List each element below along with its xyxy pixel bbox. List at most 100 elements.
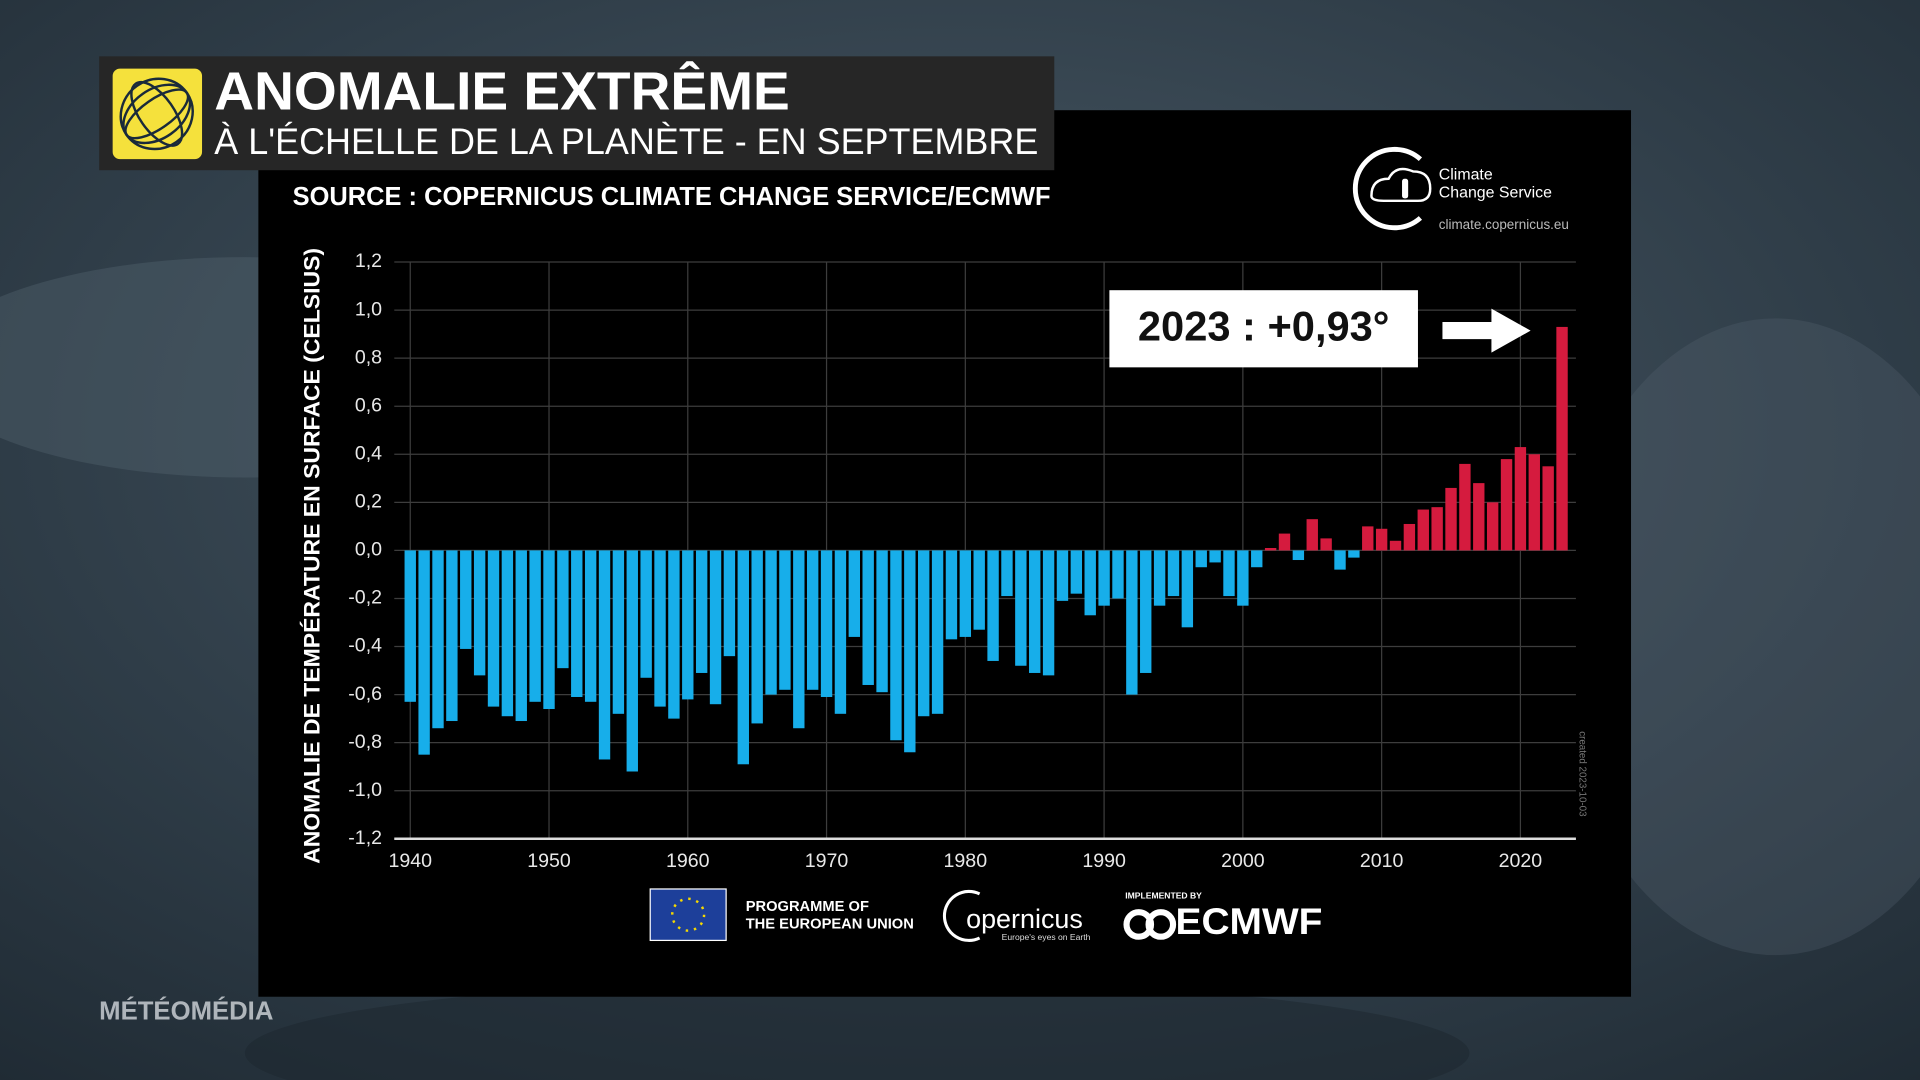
bar <box>848 550 861 637</box>
bar <box>709 550 722 705</box>
c3s-line1: Climate <box>1439 166 1493 183</box>
bar <box>418 550 430 755</box>
bar <box>1140 550 1152 673</box>
y-tick-label: 0,2 <box>355 491 382 513</box>
bar <box>876 550 888 693</box>
ecmwf-word: ECMWF <box>1176 901 1323 942</box>
bar <box>1223 550 1235 597</box>
bar <box>695 550 708 673</box>
bar <box>918 550 930 717</box>
bar <box>820 550 833 697</box>
bar <box>904 550 916 753</box>
ecmwf-mark <box>1145 909 1177 940</box>
x-tick-label: 1970 <box>805 850 849 872</box>
ecmwf-logo: IMPLEMENTED BY ECMWF <box>1123 891 1323 942</box>
bar <box>640 550 652 678</box>
bar <box>1195 550 1207 568</box>
bar <box>598 550 611 760</box>
bar <box>1112 550 1124 599</box>
c3s-ring <box>1352 147 1423 231</box>
x-tick-label: 2020 <box>1499 850 1543 872</box>
bar <box>1292 550 1305 561</box>
x-tick-label: 1950 <box>527 850 571 872</box>
y-tick-label: 0,6 <box>355 394 382 416</box>
y-tick-label: 1,0 <box>355 298 382 320</box>
copernicus-tagline: Europe's eyes on Earth <box>1002 932 1091 942</box>
eu-line2: THE EUROPEAN UNION <box>746 916 914 932</box>
bar <box>1362 526 1374 551</box>
bar <box>862 550 874 685</box>
x-tick-label: 1980 <box>944 850 988 872</box>
bar <box>1389 540 1402 551</box>
bar <box>1542 466 1554 551</box>
bar <box>529 550 541 702</box>
annotation: 2023 : +0,93° <box>1138 302 1390 349</box>
bar <box>1167 550 1180 597</box>
bar <box>737 550 749 765</box>
bar <box>1015 550 1027 666</box>
eu-stars <box>671 897 706 932</box>
y-tick-label: -0,2 <box>348 587 382 609</box>
c3s-cloud <box>1370 167 1432 203</box>
logo-globe <box>119 77 194 151</box>
bar <box>571 550 583 697</box>
title: ANOMALIE EXTRÊME <box>214 61 790 122</box>
bar <box>1056 550 1069 601</box>
y-tick-label: -0,4 <box>348 635 382 657</box>
bar <box>987 550 999 661</box>
bar <box>959 550 972 637</box>
y-tick-label: -0,6 <box>348 683 382 705</box>
bar <box>1098 550 1110 606</box>
bar <box>834 550 847 714</box>
bar <box>931 550 944 714</box>
bar <box>682 550 694 700</box>
eu-logo: PROGRAMME OF THE EUROPEAN UNION <box>649 888 914 942</box>
bar <box>973 550 985 630</box>
y-tick-label: 0,4 <box>355 442 382 464</box>
c3s-logo: Climate Change Service climate.copernicu… <box>1352 147 1569 232</box>
y-tick-label: 1,2 <box>355 250 382 272</box>
plot: -1,2 -1,0 -0,8 -0,6 -0,4 -0,2 0,0 0,2 0,4 0,6 0,8 1… <box>348 250 1576 872</box>
logo-square <box>112 68 203 160</box>
bar <box>1556 326 1568 551</box>
x-tick-label: 1990 <box>1082 850 1126 872</box>
bar <box>1084 550 1096 616</box>
bar <box>612 550 625 714</box>
x-tick-label: 2000 <box>1221 850 1265 872</box>
copernicus-c <box>942 889 981 942</box>
bar <box>1500 459 1513 551</box>
bar <box>668 550 680 719</box>
bar <box>446 550 458 722</box>
brand: MÉTÉOMÉDIA <box>99 996 273 1025</box>
bar <box>1403 523 1416 551</box>
bar <box>806 550 819 690</box>
eu-flag <box>649 888 727 942</box>
bar <box>543 550 555 710</box>
bar <box>1320 538 1332 551</box>
bar <box>1001 550 1013 597</box>
bar <box>765 550 777 695</box>
bar <box>1251 550 1263 568</box>
source: SOURCE : COPERNICUS CLIMATE CHANGE SERVI… <box>293 183 1051 211</box>
created-note: created 2023-10-03 <box>1576 731 1587 817</box>
bar <box>404 550 416 702</box>
bar <box>1278 533 1291 551</box>
bar <box>1264 548 1277 551</box>
bar <box>584 550 597 702</box>
c3s-thermometer <box>1402 178 1409 199</box>
bar <box>460 550 472 649</box>
bg-texture <box>1555 318 1920 956</box>
bar <box>501 550 514 717</box>
x-tick-label: 2010 <box>1360 850 1404 872</box>
bar <box>487 550 500 707</box>
c3s-url: climate.copernicus.eu <box>1439 217 1569 232</box>
bg-texture <box>245 979 1470 1080</box>
bar <box>1126 550 1138 695</box>
bar <box>1431 507 1443 551</box>
bar <box>1070 550 1083 594</box>
bar <box>432 550 444 729</box>
bar <box>1334 550 1346 570</box>
y-tick-label: -0,8 <box>348 731 382 753</box>
bar <box>557 550 569 669</box>
